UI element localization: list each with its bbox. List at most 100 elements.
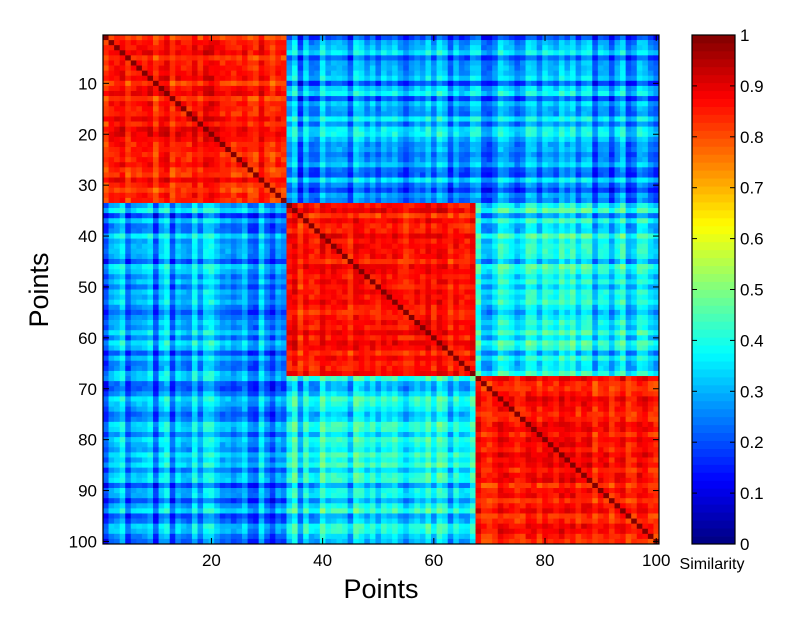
heatmap-cell: [175, 45, 181, 50]
heatmap-cell: [359, 198, 365, 203]
heatmap-cell: [342, 269, 348, 274]
heatmap-cell: [309, 137, 315, 142]
heatmap-cell: [431, 147, 437, 152]
heatmap-cell: [259, 234, 265, 239]
heatmap-cell: [420, 188, 426, 193]
heatmap-cell: [275, 234, 281, 239]
heatmap-cell: [615, 279, 621, 284]
heatmap-cell: [481, 203, 487, 208]
heatmap-cell: [615, 259, 621, 264]
heatmap-cell: [370, 193, 376, 198]
heatmap-cell: [114, 142, 120, 147]
heatmap-cell: [548, 60, 554, 65]
heatmap-cell: [259, 274, 265, 279]
heatmap-cell: [303, 183, 309, 188]
heatmap-cell: [153, 40, 159, 45]
heatmap-cell: [553, 259, 559, 264]
heatmap-cell: [398, 142, 404, 147]
heatmap-cell: [248, 81, 254, 86]
heatmap-cell: [342, 223, 348, 228]
heatmap-cell: [520, 101, 526, 106]
heatmap-cell: [631, 249, 637, 254]
heatmap-cell: [292, 50, 298, 55]
heatmap-cell: [198, 162, 204, 167]
heatmap-cell: [481, 91, 487, 96]
heatmap-cell: [170, 50, 176, 55]
heatmap-cell: [387, 101, 393, 106]
heatmap-cell: [114, 71, 120, 76]
heatmap-cell: [498, 96, 504, 101]
heatmap-cell: [492, 234, 498, 239]
heatmap-cell: [470, 147, 476, 152]
heatmap-cell: [242, 188, 248, 193]
heatmap-cell: [359, 96, 365, 101]
heatmap-cell: [459, 178, 465, 183]
heatmap-cell: [592, 147, 598, 152]
heatmap-cell: [642, 60, 648, 65]
heatmap-cell: [225, 269, 231, 274]
heatmap-cell: [270, 40, 276, 45]
heatmap-cell: [370, 203, 376, 208]
heatmap-cell: [481, 50, 487, 55]
heatmap-cell: [248, 137, 254, 142]
heatmap-cell: [548, 111, 554, 116]
heatmap-cell: [142, 60, 148, 65]
heatmap-cell: [620, 274, 626, 279]
heatmap-cell: [420, 239, 426, 244]
heatmap-cell: [464, 203, 470, 208]
heatmap-cell: [626, 162, 632, 167]
heatmap-cell: [453, 96, 459, 101]
heatmap-cell: [181, 239, 187, 244]
heatmap-cell: [298, 274, 304, 279]
heatmap-cell: [270, 193, 276, 198]
heatmap-cell: [275, 60, 281, 65]
heatmap-cell: [231, 264, 237, 269]
heatmap-cell: [420, 101, 426, 106]
heatmap-cell: [626, 178, 632, 183]
heatmap-cell: [637, 178, 643, 183]
heatmap-cell: [642, 45, 648, 50]
heatmap-cell: [487, 254, 493, 259]
heatmap-cell: [214, 50, 220, 55]
heatmap-cell: [520, 116, 526, 121]
heatmap-cell: [498, 198, 504, 203]
heatmap-cell: [398, 35, 404, 40]
heatmap-cell: [581, 106, 587, 111]
heatmap-cell: [631, 116, 637, 121]
heatmap-cell: [548, 203, 554, 208]
heatmap-cell: [459, 244, 465, 249]
heatmap-cell: [281, 122, 287, 127]
heatmap-cell: [253, 45, 259, 50]
heatmap-cell: [203, 152, 209, 157]
heatmap-cell: [375, 137, 381, 142]
heatmap-cell: [264, 116, 270, 121]
heatmap-cell: [181, 259, 187, 264]
heatmap-cell: [414, 269, 420, 274]
heatmap-cell: [453, 86, 459, 91]
heatmap-cell: [448, 167, 454, 172]
heatmap-cell: [337, 188, 343, 193]
heatmap-cell: [564, 96, 570, 101]
heatmap-cell: [303, 55, 309, 60]
heatmap-cell: [236, 111, 242, 116]
heatmap-cell: [537, 50, 543, 55]
heatmap-cell: [492, 167, 498, 172]
heatmap-cell: [542, 152, 548, 157]
heatmap-cell: [631, 142, 637, 147]
heatmap-cell: [125, 269, 131, 274]
heatmap-cell: [159, 101, 165, 106]
heatmap-cell: [298, 228, 304, 233]
heatmap-cell: [587, 203, 593, 208]
heatmap-cell: [531, 228, 537, 233]
heatmap-cell: [514, 178, 520, 183]
heatmap-cell: [292, 91, 298, 96]
heatmap-cell: [542, 203, 548, 208]
heatmap-cell: [325, 183, 331, 188]
heatmap-cell: [537, 60, 543, 65]
heatmap-cell: [248, 66, 254, 71]
heatmap-cell: [159, 172, 165, 177]
heatmap-cell: [181, 208, 187, 213]
heatmap-cell: [242, 284, 248, 289]
heatmap-cell: [203, 259, 209, 264]
heatmap-cell: [587, 76, 593, 81]
